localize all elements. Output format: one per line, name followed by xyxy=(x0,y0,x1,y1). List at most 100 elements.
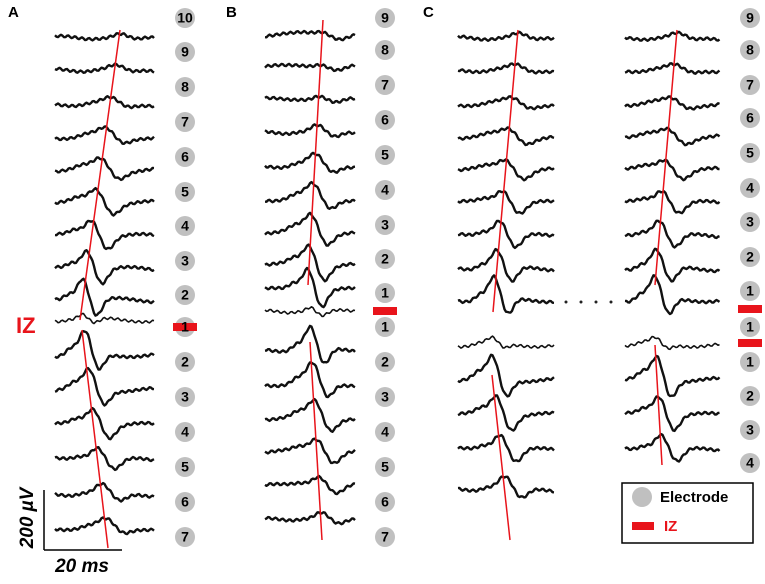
electrode-number: 6 xyxy=(381,112,389,128)
trace xyxy=(54,330,155,371)
iz-label: IZ xyxy=(16,313,36,338)
electrode xyxy=(740,143,760,163)
trace xyxy=(54,186,155,217)
panel-label: C xyxy=(423,4,434,21)
electrode xyxy=(175,216,195,236)
electrode xyxy=(175,251,195,271)
electrode-number: 10 xyxy=(177,10,193,26)
trace xyxy=(264,324,356,364)
propagation-line xyxy=(81,329,109,549)
propagation-line xyxy=(492,29,519,313)
trace xyxy=(457,247,555,283)
scale-bar xyxy=(43,490,122,551)
electrode-number: 4 xyxy=(746,180,754,196)
trace xyxy=(264,437,356,465)
trace xyxy=(457,95,555,111)
electrode-number: 8 xyxy=(181,79,189,95)
electrode-number: 2 xyxy=(381,354,389,370)
electrode-number: 1 xyxy=(381,319,389,335)
scale-amplitude: 200 µV xyxy=(17,486,38,549)
electrode xyxy=(740,247,760,267)
trace xyxy=(457,335,555,349)
electrode xyxy=(375,317,395,337)
legend-electrode: Electrode xyxy=(660,489,728,506)
trace xyxy=(54,32,155,42)
trace xyxy=(624,274,721,316)
scale-time: 20 ms xyxy=(54,556,109,577)
electrode xyxy=(740,40,760,60)
trace xyxy=(457,62,555,75)
electrode-number: 5 xyxy=(181,184,189,200)
electrode-number: 9 xyxy=(746,10,754,26)
trace xyxy=(624,126,721,147)
electrode-number: 4 xyxy=(181,218,189,234)
electrode xyxy=(375,283,395,303)
trace xyxy=(624,335,720,351)
electrode-number: 2 xyxy=(181,354,189,370)
trace xyxy=(264,94,356,104)
electrode-number: 9 xyxy=(381,10,389,26)
electrode xyxy=(375,145,395,165)
electrode-number: 3 xyxy=(181,389,189,405)
electrode-number: 1 xyxy=(746,319,754,335)
trace xyxy=(54,481,155,503)
trace xyxy=(264,151,356,174)
electrode xyxy=(175,422,195,442)
trace xyxy=(54,446,155,472)
electrode xyxy=(175,492,195,512)
electrode xyxy=(175,42,195,62)
trace xyxy=(54,62,155,74)
electrode-number: 5 xyxy=(746,145,754,161)
electrode-number: 2 xyxy=(746,249,754,265)
trace xyxy=(264,306,356,318)
iz-marker xyxy=(738,339,762,347)
trace xyxy=(624,190,721,215)
legend-iz: IZ xyxy=(664,518,677,535)
trace xyxy=(624,30,721,42)
trace xyxy=(265,180,356,210)
trace xyxy=(54,125,155,145)
electrode-number: 1 xyxy=(381,285,389,301)
trace xyxy=(264,266,356,309)
electrode-number: 4 xyxy=(181,424,189,440)
trace xyxy=(624,432,721,463)
trace xyxy=(457,274,555,314)
electrode xyxy=(740,212,760,232)
trace xyxy=(264,29,356,42)
electrode-number: 5 xyxy=(381,147,389,163)
trace xyxy=(457,219,555,250)
panel-label: A xyxy=(8,4,19,21)
dots xyxy=(564,300,613,304)
propagation-line xyxy=(79,29,121,321)
trace xyxy=(54,249,155,286)
panel-label: B xyxy=(226,4,237,21)
electrode-number: 3 xyxy=(746,214,754,230)
trace xyxy=(264,62,356,73)
electrode-number: 3 xyxy=(181,253,189,269)
trace xyxy=(624,62,721,75)
electrode-number: 1 xyxy=(181,319,189,335)
electrode xyxy=(375,387,395,407)
electrode xyxy=(175,112,195,132)
electrode xyxy=(175,352,195,372)
trace xyxy=(457,126,555,147)
electrode-number: 7 xyxy=(381,77,389,93)
trace xyxy=(264,211,356,247)
electrode-number: 7 xyxy=(181,529,189,545)
electrode xyxy=(175,182,195,202)
electrode xyxy=(175,77,195,97)
electrode xyxy=(375,422,395,442)
trace xyxy=(54,95,155,110)
electrode-number: 6 xyxy=(181,149,189,165)
electrode-number: 6 xyxy=(746,110,754,126)
electrode xyxy=(740,386,760,406)
electrode-number: 4 xyxy=(746,455,754,471)
trace xyxy=(624,354,721,398)
trace xyxy=(54,366,155,407)
electrode-number: 8 xyxy=(381,42,389,58)
iz-marker xyxy=(373,307,397,315)
trace xyxy=(54,156,155,182)
electrode-number: 5 xyxy=(181,459,189,475)
propagation-line xyxy=(309,341,323,541)
